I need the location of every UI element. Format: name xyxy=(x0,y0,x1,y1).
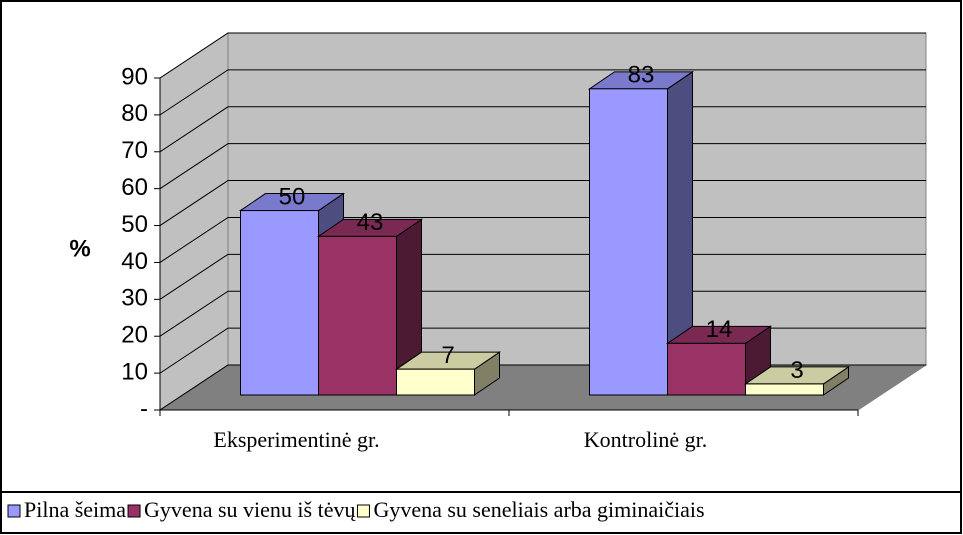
bar-group xyxy=(587,70,695,396)
bar xyxy=(240,210,319,396)
y-tick-label: 80 xyxy=(121,100,148,127)
bar xyxy=(667,342,746,396)
grid-line xyxy=(159,69,926,116)
y-tick-label: - xyxy=(140,395,148,422)
grid-line xyxy=(159,32,926,79)
y-tick-label: 10 xyxy=(121,358,148,385)
bar xyxy=(589,88,668,396)
value-label: 7 xyxy=(441,342,454,369)
bar xyxy=(396,368,475,396)
grid-line xyxy=(159,290,926,337)
legend-swatch xyxy=(7,504,21,518)
bar xyxy=(745,383,824,396)
grid-line xyxy=(159,216,926,263)
y-axis-label: % xyxy=(69,235,90,262)
legend-swatch xyxy=(356,504,370,518)
y-tick-label: 70 xyxy=(121,137,148,164)
legend-swatch xyxy=(127,504,141,518)
value-label: 83 xyxy=(628,62,655,89)
bar-group xyxy=(665,325,773,396)
grid-line xyxy=(159,253,926,300)
value-label: 14 xyxy=(706,316,733,343)
bar-group xyxy=(316,218,424,396)
y-tick-label: 50 xyxy=(121,211,148,238)
side-wall xyxy=(159,32,229,411)
bar-group xyxy=(743,365,851,396)
y-tick-label: 20 xyxy=(121,322,148,349)
bar xyxy=(318,235,397,396)
x-tick-label: Eksperimentinė gr. xyxy=(213,427,379,452)
y-tick-label: 40 xyxy=(121,248,148,275)
grid-line xyxy=(159,180,926,226)
legend-label: Gyvena su seneliais arba giminaičiais xyxy=(373,497,704,522)
x-tick-label: Kontrolinė gr. xyxy=(584,427,707,452)
legend-label: Gyvena su vienu iš tėvų xyxy=(144,497,356,522)
value-label: 50 xyxy=(279,183,306,210)
grid-line xyxy=(159,143,926,190)
y-tick-label: 90 xyxy=(121,63,148,90)
y-tick-label: 60 xyxy=(121,174,148,201)
grid-line xyxy=(159,106,926,153)
legend-label: Pilna šeima xyxy=(24,497,126,522)
y-tick-label: 30 xyxy=(121,285,148,312)
bar-group xyxy=(394,351,502,396)
value-label: 3 xyxy=(790,357,803,384)
value-label: 43 xyxy=(357,209,384,236)
